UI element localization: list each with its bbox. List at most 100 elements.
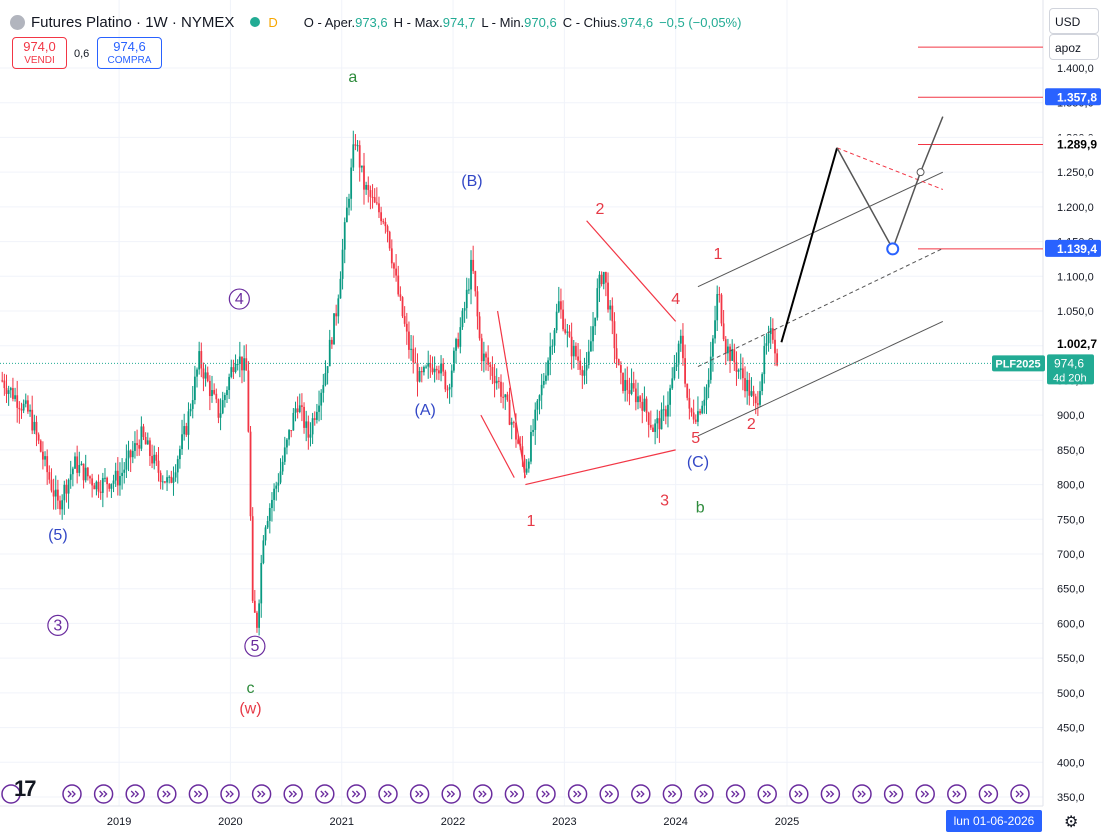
event-icon[interactable] xyxy=(662,784,683,804)
event-icon[interactable] xyxy=(1010,784,1030,804)
candle-body xyxy=(54,489,57,497)
candle-body xyxy=(596,288,599,318)
candle-body xyxy=(459,327,462,347)
candle-body xyxy=(14,395,16,399)
candle-body xyxy=(326,366,329,374)
event-icon[interactable] xyxy=(978,784,999,804)
candle-body xyxy=(138,445,141,449)
candle-body xyxy=(495,380,498,384)
event-icon[interactable] xyxy=(567,784,588,804)
event-icon[interactable] xyxy=(157,784,177,804)
candle-body xyxy=(572,345,575,357)
candle-body xyxy=(27,400,29,412)
price-tag-1139-bg xyxy=(1045,239,1101,257)
y-tick-label: 1.100,0 xyxy=(1057,271,1094,283)
event-icon[interactable] xyxy=(188,784,209,804)
event-icon[interactable] xyxy=(789,784,809,804)
scale-selector[interactable]: apoz xyxy=(1049,34,1099,60)
event-icon[interactable] xyxy=(473,784,493,804)
candle-body xyxy=(309,434,312,438)
candle-body xyxy=(609,305,612,310)
channel-line xyxy=(697,248,944,367)
event-icon[interactable] xyxy=(93,784,114,804)
candle-body xyxy=(615,348,618,360)
candle-body xyxy=(367,184,370,191)
event-icon[interactable] xyxy=(599,784,619,804)
candle-body xyxy=(356,145,359,147)
candle-body xyxy=(375,202,378,204)
event-icon[interactable] xyxy=(441,784,461,804)
event-arrow-icon xyxy=(794,790,803,798)
candle-body xyxy=(221,400,224,414)
symbol-title[interactable]: Futures Platino · 1W · NYMEX xyxy=(31,13,235,31)
candle-body xyxy=(575,345,577,357)
event-icon[interactable] xyxy=(820,784,841,804)
candle-body xyxy=(204,372,207,379)
buy-button[interactable]: 974,6 COMPRA xyxy=(97,37,162,69)
candle-body xyxy=(33,421,36,431)
y-tick-label: 750,0 xyxy=(1057,514,1085,526)
candle-body xyxy=(52,490,55,497)
event-circle-icon xyxy=(599,784,619,804)
event-icon[interactable] xyxy=(346,784,367,804)
event-icon[interactable] xyxy=(947,784,967,804)
candle-body xyxy=(662,409,665,411)
event-icon[interactable] xyxy=(915,784,935,804)
candle-body xyxy=(215,393,218,400)
candle-body xyxy=(112,480,115,484)
event-arrow-icon xyxy=(573,790,582,798)
candle-body xyxy=(737,370,740,372)
sell-button[interactable]: 974,0 VENDI xyxy=(12,37,67,69)
event-icon[interactable] xyxy=(62,784,82,804)
candle-body xyxy=(69,474,72,480)
candle-body xyxy=(671,378,674,389)
settings-gear-icon[interactable]: ⚙ xyxy=(1064,814,1079,831)
event-icon[interactable] xyxy=(694,784,714,804)
candle-body xyxy=(457,339,460,347)
event-icon[interactable] xyxy=(757,784,777,804)
candle-body xyxy=(262,540,265,563)
event-icon[interactable] xyxy=(251,784,272,804)
event-arrow-icon xyxy=(446,790,456,798)
candle-body xyxy=(144,436,147,445)
candle-body xyxy=(146,440,149,445)
candle-body xyxy=(1,380,4,382)
event-arrow-icon xyxy=(636,790,645,798)
candle-body xyxy=(44,456,46,460)
event-circle-icon xyxy=(1010,784,1030,804)
candle-body xyxy=(506,394,509,400)
event-icon[interactable] xyxy=(536,784,556,804)
candle-body xyxy=(692,412,695,420)
delay-badge[interactable]: D xyxy=(268,14,278,30)
event-icon[interactable] xyxy=(504,784,525,804)
candle-body xyxy=(65,484,68,494)
candle-body xyxy=(602,271,605,285)
event-icon[interactable] xyxy=(883,784,904,804)
candle-body xyxy=(634,388,637,403)
candle-body xyxy=(452,350,455,371)
x-tick-label: 2021 xyxy=(329,816,353,828)
candle-body xyxy=(388,231,391,249)
candle-body xyxy=(260,562,263,604)
candle-body xyxy=(292,412,295,431)
event-icon[interactable] xyxy=(125,784,145,804)
candle-body xyxy=(504,394,507,398)
candle-body xyxy=(161,481,164,483)
currency-selector[interactable]: USD xyxy=(1049,8,1099,34)
event-icon[interactable] xyxy=(852,784,872,804)
event-icon[interactable] xyxy=(283,784,303,804)
candle-body xyxy=(245,358,248,371)
candle-body xyxy=(759,391,761,405)
event-icon[interactable] xyxy=(409,784,430,804)
event-icon[interactable] xyxy=(315,784,335,804)
candle-body xyxy=(337,298,340,317)
wave-label: 3 xyxy=(53,617,62,634)
event-icon[interactable] xyxy=(220,784,240,804)
event-icon[interactable] xyxy=(631,784,651,804)
candle-body xyxy=(288,430,290,440)
market-status-icon[interactable] xyxy=(250,17,261,27)
low-label: L - Min. xyxy=(481,14,525,30)
event-icon[interactable] xyxy=(725,784,746,804)
event-icon[interactable] xyxy=(378,784,398,804)
